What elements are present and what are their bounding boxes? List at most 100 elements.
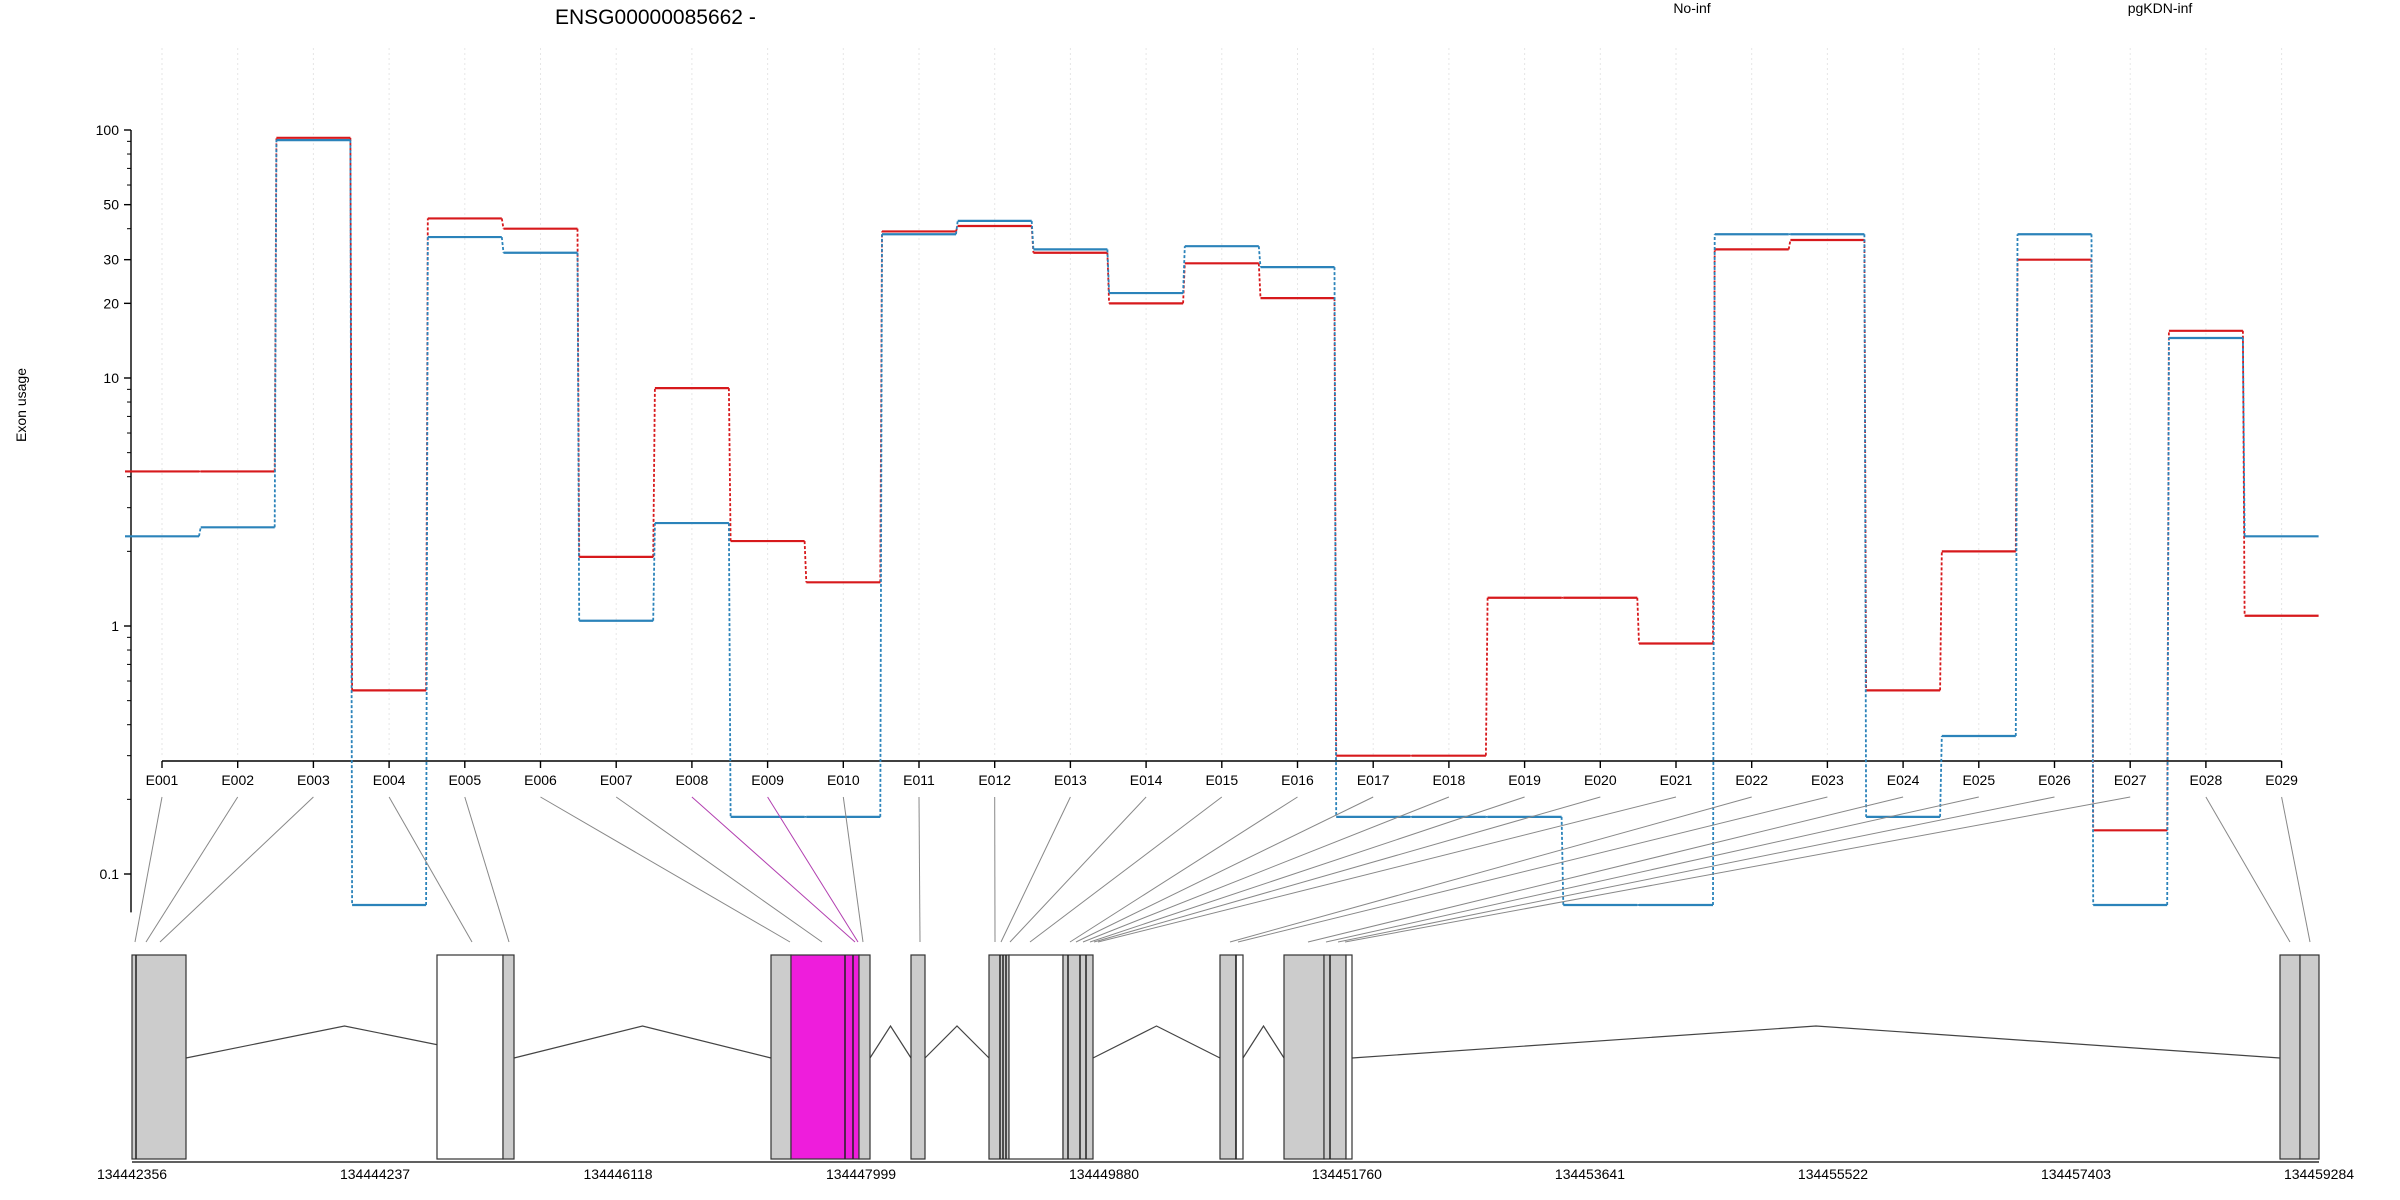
- series-connector: [349, 137, 354, 691]
- series-connector: [500, 236, 505, 253]
- y-tick-label: 50: [103, 197, 119, 213]
- exon-connector: [1089, 796, 1525, 943]
- series-connector: [349, 140, 354, 905]
- series-connector: [1863, 234, 1867, 817]
- series-connector: [728, 388, 732, 542]
- exon-connector: [2281, 796, 2311, 943]
- y-tick-label: 30: [103, 252, 119, 268]
- series-connector: [1106, 252, 1110, 304]
- exon-connector: [1069, 796, 1298, 943]
- exon-connector: [145, 796, 239, 943]
- x-tick-label: E009: [751, 772, 784, 788]
- x-tick-label: E004: [373, 772, 406, 788]
- exon-connector: [1237, 796, 1828, 943]
- exon-connectors: [134, 796, 2311, 943]
- exon-box: [2279, 954, 2301, 1160]
- x-tick-label: E016: [1281, 772, 1314, 788]
- exon-box: [1345, 954, 1353, 1160]
- y-tick-label: 1: [111, 618, 119, 634]
- x-tick-label: E019: [1508, 772, 1541, 788]
- series-connector: [500, 218, 505, 229]
- intron: [924, 1025, 990, 1059]
- series-layer: [125, 136, 2319, 907]
- x-tick-label: E026: [2038, 772, 2071, 788]
- series-connector: [1787, 239, 1792, 250]
- exon-connector: [767, 796, 859, 943]
- exon-connector: [1325, 796, 1979, 943]
- x-tick-label: E003: [297, 772, 330, 788]
- x-tick-label: E001: [146, 772, 179, 788]
- y-tick-label: 100: [96, 122, 120, 138]
- exon-connector: [691, 796, 856, 943]
- exon-connector: [918, 796, 921, 943]
- coordinate-label: 134459284: [2284, 1166, 2354, 1182]
- intron: [1351, 1025, 2281, 1059]
- x-tick-label: E022: [1735, 772, 1768, 788]
- series-connector: [1560, 816, 1565, 906]
- exon-connector: [540, 796, 791, 943]
- coordinate-label: 134453641: [1555, 1166, 1625, 1182]
- exon-box: [131, 954, 187, 1160]
- series-connector: [1030, 220, 1035, 250]
- exon-connector: [388, 796, 473, 943]
- series-connector: [1485, 597, 1489, 756]
- x-tick-label: E027: [2114, 772, 2147, 788]
- exon-connector: [1307, 796, 1904, 943]
- coordinate-label: 134442356: [97, 1166, 167, 1182]
- x-tick-label: E012: [978, 772, 1011, 788]
- series-connector: [1939, 551, 1943, 691]
- y-tick-label: 0.1: [100, 866, 120, 882]
- exon-box: [790, 954, 860, 1160]
- exon-box: [1323, 954, 1347, 1160]
- series-connector: [2166, 337, 2170, 905]
- exon-connector: [1029, 796, 1223, 943]
- x-tick-label: E014: [1130, 772, 1163, 788]
- y-tick-label: 20: [103, 295, 119, 311]
- exon-connector: [1337, 796, 2055, 943]
- series-connector: [2166, 330, 2170, 831]
- coordinate-label: 134444237: [340, 1166, 410, 1182]
- x-tick-label: E017: [1357, 772, 1390, 788]
- x-tick-label: E025: [1962, 772, 1995, 788]
- exon-box: [1283, 954, 1325, 1160]
- exon-connector: [1097, 796, 1677, 943]
- exon-connector: [1093, 796, 1601, 943]
- exon-connector: [134, 796, 163, 943]
- exon-box: [502, 954, 515, 1160]
- series-connector: [576, 252, 581, 621]
- x-axis: E001 E002 E003 E004 E005 E006 E007 E008 E009 E010…: [146, 760, 2298, 788]
- series-connector: [2241, 337, 2246, 537]
- exon-box: [858, 954, 871, 1160]
- series-connector: [1712, 234, 1716, 905]
- x-tick-label: E011: [903, 772, 935, 788]
- y-axis-label: Exon usage: [13, 368, 29, 442]
- coordinate-label: 134451760: [1312, 1166, 1382, 1182]
- series-connector: [728, 523, 732, 817]
- x-tick-label: E021: [1660, 772, 1693, 788]
- y-axis: 0.1 1 10 20 30 50 100: [96, 122, 132, 913]
- series-connector: [879, 234, 883, 817]
- series-connector: [1333, 267, 1338, 817]
- exon-connector: [2205, 796, 2291, 943]
- x-tick-label: E015: [1205, 772, 1238, 788]
- exon-box: [1219, 954, 1237, 1160]
- exon-connector: [464, 796, 510, 943]
- series-connector: [425, 237, 429, 905]
- exon-connector: [1082, 796, 1450, 943]
- exon-connector: [615, 796, 823, 943]
- x-tick-label: E024: [1887, 772, 1920, 788]
- coordinate-label: 134446118: [584, 1166, 653, 1182]
- x-tick-label: E013: [1054, 772, 1087, 788]
- exon-connector: [1000, 796, 1071, 943]
- series-connector: [198, 527, 202, 537]
- exon-connector: [159, 796, 314, 943]
- series-connector: [1333, 298, 1338, 756]
- exon-connector: [1229, 796, 1752, 943]
- coordinate-label: 134455522: [1798, 1166, 1868, 1182]
- exon-box: [910, 954, 926, 1160]
- x-tick-label: E020: [1584, 772, 1617, 788]
- x-tick-label: E029: [2265, 772, 2298, 788]
- y-tick-label: 10: [103, 370, 119, 386]
- series-connector: [2014, 234, 2019, 737]
